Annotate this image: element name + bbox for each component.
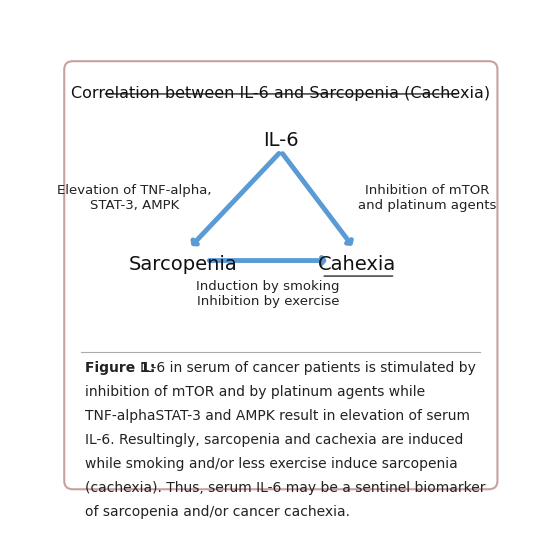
Text: Induction by smoking
Inhibition by exercise: Induction by smoking Inhibition by exerc… <box>196 280 340 308</box>
Text: Sarcopenia: Sarcopenia <box>129 255 237 274</box>
Text: (cachexia). Thus, serum IL-6 may be a sentinel biomarker: (cachexia). Thus, serum IL-6 may be a se… <box>85 481 486 495</box>
Text: inhibition of mTOR and by platinum agents while: inhibition of mTOR and by platinum agent… <box>85 385 426 399</box>
FancyBboxPatch shape <box>64 61 498 489</box>
Text: IL-6 in serum of cancer patients is stimulated by: IL-6 in serum of cancer patients is stim… <box>140 361 476 376</box>
Text: Elevation of TNF-alpha,
STAT-3, AMPK: Elevation of TNF-alpha, STAT-3, AMPK <box>57 184 212 211</box>
Text: while smoking and/or less exercise induce sarcopenia: while smoking and/or less exercise induc… <box>85 457 458 471</box>
Text: IL-6. Resultingly, sarcopenia and cachexia are induced: IL-6. Resultingly, sarcopenia and cachex… <box>85 433 464 447</box>
Text: Cahexia: Cahexia <box>318 255 396 274</box>
Text: TNF-alphaSTAT-3 and AMPK result in elevation of serum: TNF-alphaSTAT-3 and AMPK result in eleva… <box>85 409 471 423</box>
Text: Figure 1:: Figure 1: <box>85 361 156 376</box>
Text: IL-6: IL-6 <box>263 131 299 150</box>
Text: Inhibition of mTOR
and platinum agents: Inhibition of mTOR and platinum agents <box>358 184 496 211</box>
Text: Correlation between IL-6 and Sarcopenia (Cachexia): Correlation between IL-6 and Sarcopenia … <box>71 86 490 101</box>
Text: of sarcopenia and/or cancer cachexia.: of sarcopenia and/or cancer cachexia. <box>85 505 351 519</box>
